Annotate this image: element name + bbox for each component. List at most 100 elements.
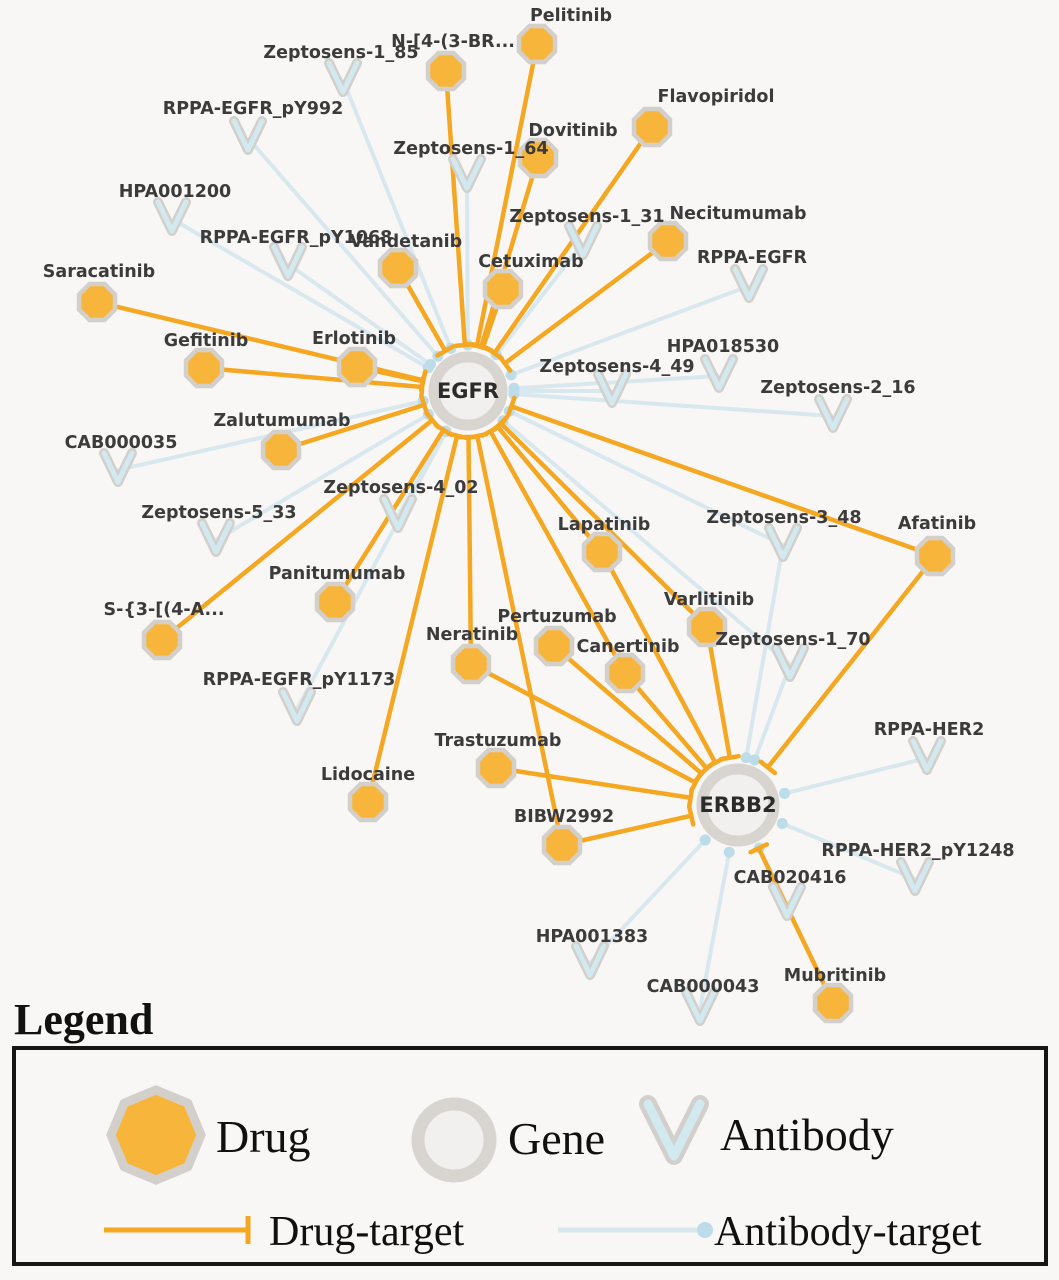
gene-node-egfr[interactable]: EGFR [428, 351, 508, 431]
node-label-dovitinib: Dovitinib [528, 121, 617, 141]
drug-target-edge-canertinib-erbb2 [623, 671, 709, 770]
drug-target-legend-icon [104, 1216, 251, 1244]
antibody-node-rppa-egfr[interactable] [730, 264, 768, 303]
drug-node-vandetanib[interactable] [377, 247, 419, 289]
antibody-chevron-icon [566, 223, 600, 258]
node-label-panitumumab: Panitumumab [269, 564, 406, 584]
antibody-node-cab020416[interactable] [768, 882, 806, 921]
drug-node-gefitinib[interactable] [183, 347, 225, 389]
antibody-node-cab000035[interactable] [99, 448, 137, 487]
drug-legend-icon [106, 1085, 206, 1185]
drug-node-bibw2992[interactable] [541, 824, 583, 866]
antibody-node-zeptosens-4-49[interactable] [593, 369, 631, 408]
antibody-legend-label: Antibody [720, 1109, 894, 1160]
antibody-node-rppa-her2[interactable] [908, 736, 946, 775]
antibody-node-zeptosens-5-33[interactable] [197, 518, 235, 557]
drug-target-legend-label: Drug-target [269, 1209, 465, 1255]
antibody-node-zeptosens-1-85[interactable] [324, 58, 362, 97]
antibody-target-edge-rppa-egfr-py1068-egfr [286, 262, 432, 367]
antibody-target-edge-zeptosens-5-33-egfr [214, 412, 430, 542]
antibody-chevron-icon [816, 396, 850, 431]
drug-node-s-3-4-a[interactable] [141, 619, 183, 661]
node-label-rppa-egfr: RPPA-EGFR [697, 248, 808, 268]
drug-node-zalutumumab[interactable] [260, 429, 302, 471]
drug-target-edge-canertinib-egfr [488, 430, 627, 675]
antibody-node-zeptosens-2-16[interactable] [814, 394, 852, 433]
drug-node-afatinib[interactable] [914, 535, 956, 577]
drug-node-saracatinib[interactable] [76, 281, 118, 323]
drug-node-neratinib[interactable] [450, 643, 492, 685]
drug-node-necitumumab[interactable] [647, 220, 689, 262]
gene-node-erbb2[interactable]: ERBB2 [696, 763, 780, 847]
antibody-target-edge-rppa-egfr-py992-egfr [246, 136, 440, 358]
node-label-zeptosens-1-31: Zeptosens-1_31 [509, 207, 664, 227]
antibody-node-zeptosens-3-48[interactable] [764, 523, 802, 562]
drug-target-edge-dovitinib-egfr [479, 157, 541, 348]
antibody-node-rppa-her2-py1248[interactable] [896, 857, 934, 896]
antibody-chevron-icon [381, 496, 415, 531]
drug-node-canertinib[interactable] [604, 652, 646, 694]
antibody-target-edge-dot [723, 846, 735, 858]
drug-node-lapatinib[interactable] [581, 531, 623, 573]
antibody-target-edge-zeptosens-1-31-egfr [494, 241, 585, 356]
edges-layer [96, 43, 937, 1010]
drug-node-mubritinib[interactable] [812, 982, 854, 1024]
node-label-cab000035: CAB000035 [65, 433, 178, 453]
node-label-s-3-4-a: S-{3-[(4-A... [103, 600, 224, 620]
node-label-zeptosens-1-64: Zeptosens-1_64 [393, 139, 548, 159]
antibody-target-edge-dot [508, 388, 520, 400]
drug-target-edge-tee [686, 786, 695, 809]
antibody-target-edge-zeptosens-3-48-erbb2 [744, 544, 785, 759]
drug-node-flavopiridol[interactable] [631, 106, 673, 148]
antibody-target-edge-rppa-her2-py1248-erbb2 [781, 821, 916, 881]
antibody-target-edge-dot [740, 752, 752, 764]
drug-node-pertuzumab[interactable] [533, 625, 575, 667]
drug-node-varlitinib[interactable] [686, 606, 728, 648]
drug-target-edge-bibw2992-egfr [475, 435, 565, 846]
node-label-saracatinib: Saracatinib [43, 262, 155, 282]
node-label-canertinib: Canertinib [577, 637, 680, 657]
drug-node-erlotinib[interactable] [336, 346, 378, 388]
legend-box: Drug Gene Antibody Drug-target Antibody-… [12, 1046, 1048, 1266]
drug-node-lidocaine[interactable] [347, 781, 389, 823]
antibody-target-edge-dot [424, 358, 436, 370]
antibody-node-zeptosens-1-70[interactable] [771, 643, 809, 682]
antibody-target-edge-zeptosens-1-64-egfr [465, 175, 470, 346]
node-label-gefitinib: Gefitinib [164, 331, 249, 351]
antibody-node-hpa001383[interactable] [571, 941, 609, 980]
antibody-node-zeptosens-1-31[interactable] [564, 221, 602, 260]
antibody-target-edge-zeptosens-1-70-erbb2 [752, 664, 792, 761]
antibody-node-zeptosens-1-64[interactable] [448, 154, 486, 193]
drug-target-edge-tee [446, 431, 469, 441]
antibody-node-rppa-egfr-py1173[interactable] [278, 687, 316, 726]
drug-node-panitumumab[interactable] [314, 581, 356, 623]
drug-target-edge-tee [472, 342, 494, 353]
antibody-node-rppa-egfr-py992[interactable] [229, 116, 267, 155]
antibody-node-hpa001200[interactable] [153, 197, 191, 236]
antibody-chevron-icon [280, 689, 314, 724]
antibody-chevron-icon [450, 156, 484, 191]
antibody-chevron-icon [326, 60, 360, 95]
gene-circle [696, 763, 780, 847]
antibody-node-rppa-egfr-py1068[interactable] [269, 242, 307, 281]
drug-node-dovitinib[interactable] [517, 137, 559, 179]
drug-target-edge-tee [758, 759, 778, 776]
drug-target-edge-afatinib-egfr [510, 404, 936, 559]
drug-node-cetuximab[interactable] [482, 268, 524, 310]
drug-node-trastuzumab[interactable] [475, 747, 517, 789]
drug-target-edge-tee [419, 394, 430, 416]
antibody-node-cab000043[interactable] [681, 987, 719, 1026]
drug-node-pelitinib[interactable] [516, 23, 558, 65]
antibody-node-zeptosens-4-02[interactable] [379, 494, 417, 533]
drug-target-edge-tee [424, 410, 441, 430]
drug-node-n-4-3-br[interactable] [425, 50, 467, 92]
antibody-target-edge-hpa018530-egfr [513, 374, 720, 391]
node-label-zeptosens-1-70: Zeptosens-1_70 [715, 630, 870, 650]
antibody-target-edge-hpa001200-egfr [170, 217, 430, 370]
node-label-lapatinib: Lapatinib [558, 515, 651, 535]
antibody-chevron-icon [766, 525, 800, 560]
antibody-chevron-icon [595, 371, 629, 406]
antibody-node-hpa018530[interactable] [700, 354, 738, 393]
antibody-target-edge-hpa001383-erbb2 [588, 838, 707, 965]
